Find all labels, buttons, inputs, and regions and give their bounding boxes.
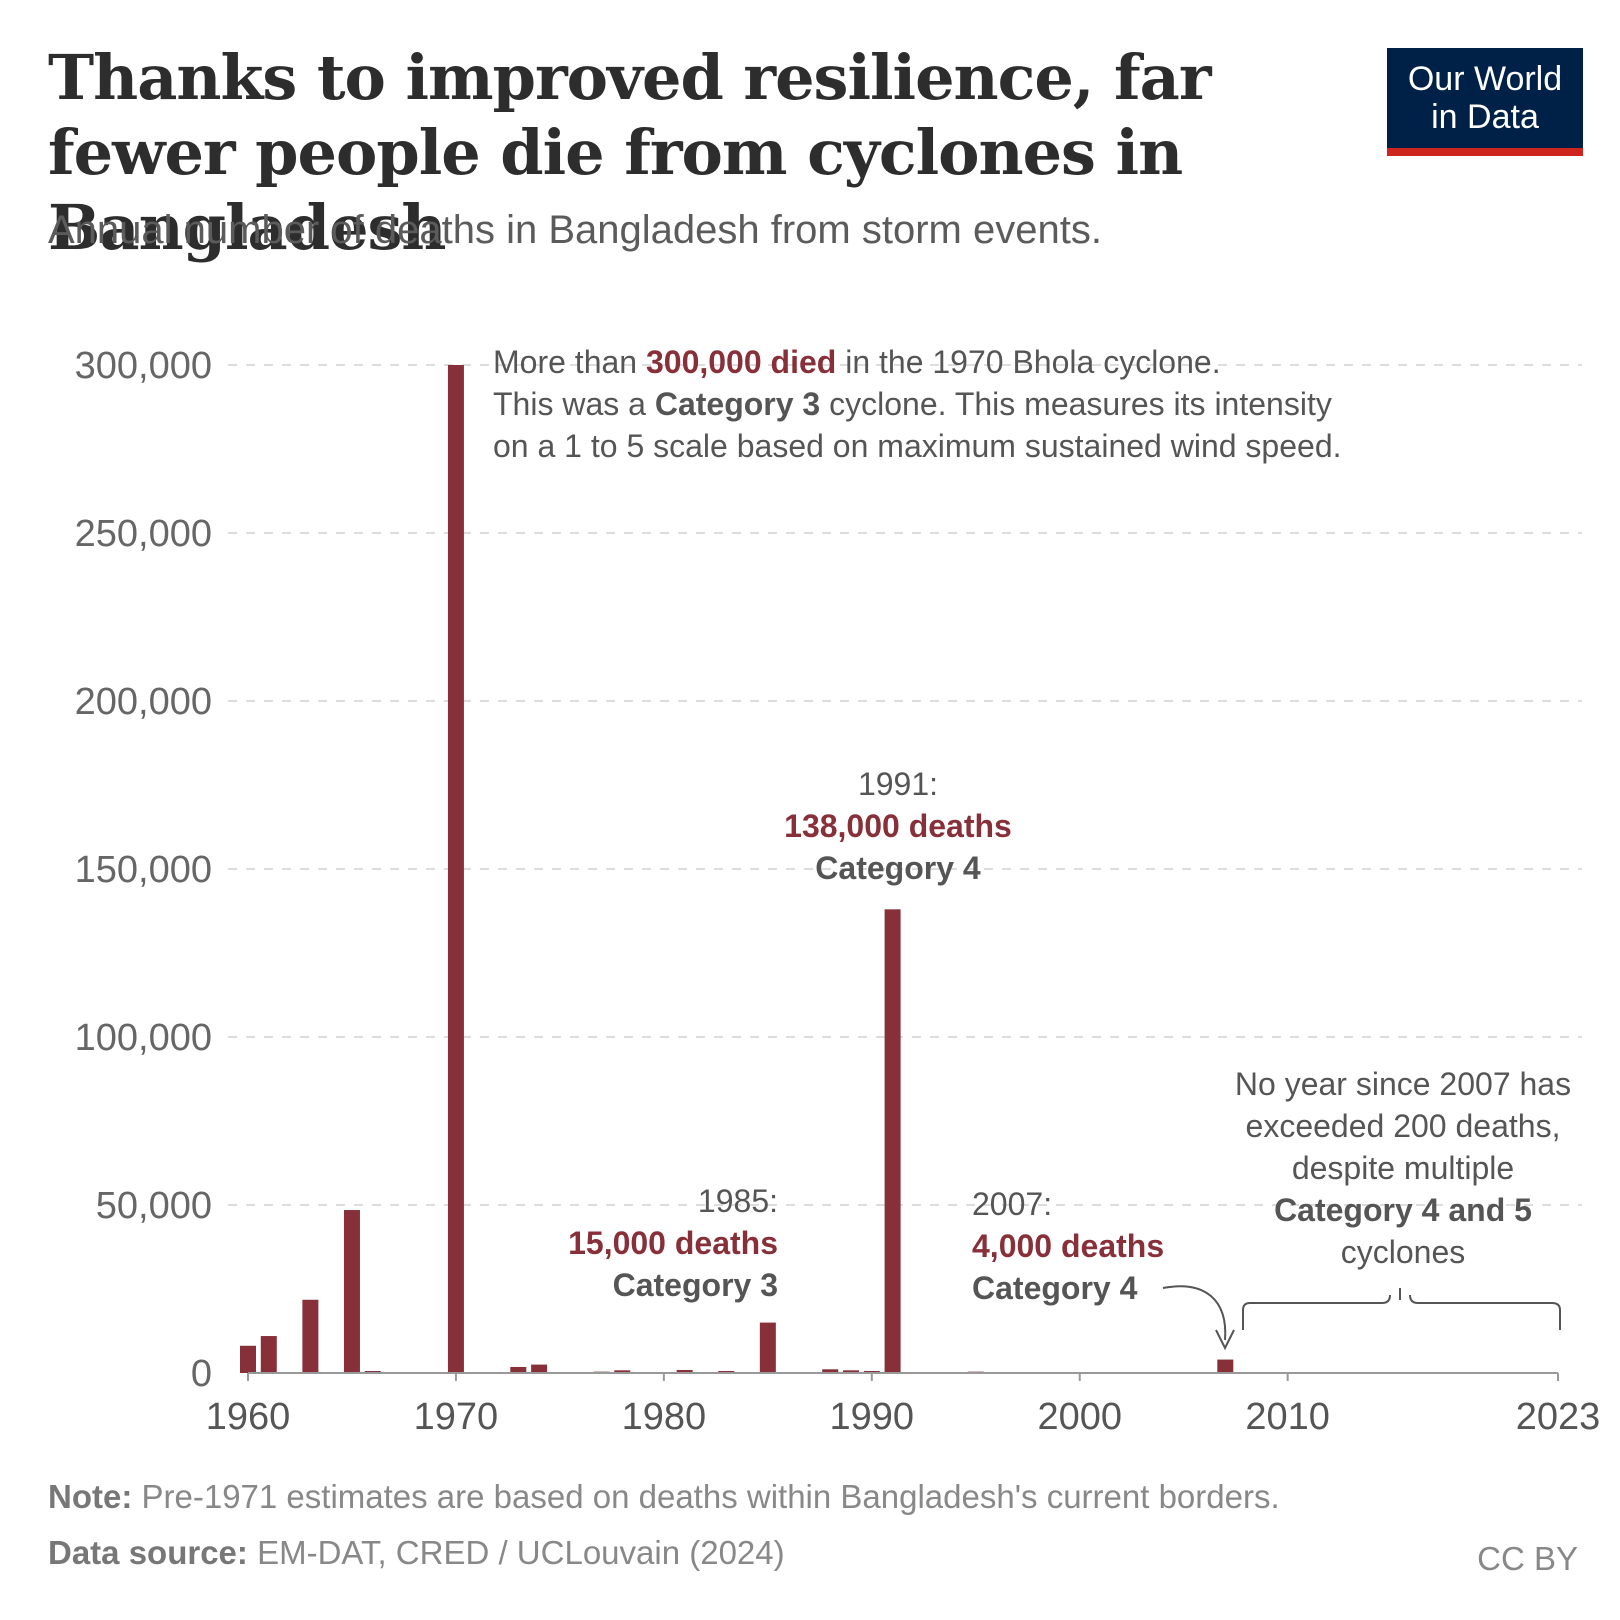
annotation-since-2007-line-2: exceeded 200 deaths, <box>1246 1108 1561 1144</box>
annotation-bhola-line-1: More than 300,000 died in the 1970 Bhola… <box>493 344 1221 380</box>
annotation-2007-arrow <box>1162 1285 1227 1341</box>
annotation-bhola-line-2: This was a Category 3 cyclone. This meas… <box>493 386 1332 422</box>
annotation-2007-year: 2007: <box>972 1186 1052 1222</box>
annotation-2007-deaths: 4,000 deaths <box>972 1228 1164 1264</box>
chart-subtitle: Annual number of deaths in Bangladesh fr… <box>48 208 1102 252</box>
x-tick-label: 1990 <box>830 1396 915 1438</box>
annotation-2007-category: Category 4 <box>972 1270 1138 1306</box>
bar <box>510 1366 527 1373</box>
bar <box>1217 1359 1234 1373</box>
x-axis-ticks: 1960 1970 1980 1990 2000 2010 2023 <box>206 1373 1601 1438</box>
bar <box>447 365 464 1373</box>
y-tick-label: 200,000 <box>75 681 212 723</box>
bar <box>531 1364 548 1373</box>
y-tick-label: 100,000 <box>75 1017 212 1059</box>
annotation-1991-year: 1991: <box>858 766 938 802</box>
annotation-since-2007-line-3: despite multiple <box>1292 1150 1514 1186</box>
y-axis-ticks: 0 50,000 100,000 150,000 200,000 250,000 300,0… <box>75 345 212 1395</box>
bar <box>759 1322 776 1373</box>
bar <box>718 1370 735 1373</box>
footer-note: Note: Pre-1971 estimates are based on de… <box>48 1478 1280 1515</box>
annotation-1985-deaths: 15,000 deaths <box>568 1225 778 1261</box>
license-link[interactable]: CC BY <box>1477 1540 1578 1577</box>
y-tick-label: 0 <box>191 1353 212 1395</box>
logo-accent-bar <box>1387 148 1583 156</box>
owid-logo[interactable]: Our World in Data <box>1387 48 1583 156</box>
bar <box>343 1210 360 1373</box>
bars <box>240 365 1234 1373</box>
annotation-since-2007-line-5: cyclones <box>1341 1234 1466 1270</box>
y-tick-label: 150,000 <box>75 849 212 891</box>
annotation-since-2007-line-4: Category 4 and 5 <box>1274 1192 1532 1228</box>
bar <box>302 1299 319 1373</box>
x-tick-label: 1970 <box>414 1396 499 1438</box>
y-tick-label: 300,000 <box>75 345 212 387</box>
annotation-since-2007-line-1: No year since 2007 has <box>1235 1066 1571 1102</box>
annotation-1991-category: Category 4 <box>815 850 981 886</box>
y-tick-label: 50,000 <box>96 1185 212 1227</box>
bar <box>863 1370 880 1373</box>
x-tick-label: 2000 <box>1037 1396 1122 1438</box>
annotation-1991-deaths: 138,000 deaths <box>784 808 1012 844</box>
x-tick-label: 2023 <box>1516 1396 1601 1438</box>
annotation-1985-category: Category 3 <box>613 1267 778 1303</box>
y-tick-label: 250,000 <box>75 513 212 555</box>
annotation-since-2007-bracket <box>1242 1294 1561 1330</box>
bar <box>884 909 901 1373</box>
bar <box>614 1370 631 1373</box>
chart-title: Thanks to improved resilience, far fewer… <box>48 41 1212 264</box>
logo-line-2: in Data <box>1431 98 1539 136</box>
bar <box>843 1370 860 1373</box>
bar <box>676 1369 693 1373</box>
bar <box>364 1370 381 1373</box>
bar <box>240 1345 256 1373</box>
bar <box>822 1369 839 1373</box>
x-tick-label: 2010 <box>1245 1396 1330 1438</box>
annotation-2007-arrowhead <box>1215 1329 1235 1351</box>
annotation-1985-year: 1985: <box>698 1183 778 1219</box>
logo-line-1: Our World <box>1407 60 1563 98</box>
x-tick-label: 1960 <box>206 1396 291 1438</box>
footer-source: Data source: EM-DAT, CRED / UCLouvain (2… <box>48 1534 785 1571</box>
annotation-bhola-line-3: on a 1 to 5 scale based on maximum susta… <box>493 428 1342 464</box>
bar-chart: 0 50,000 100,000 150,000 200,000 250,000 300,0… <box>75 344 1601 1438</box>
bar <box>260 1336 277 1373</box>
x-tick-label: 1980 <box>622 1396 707 1438</box>
